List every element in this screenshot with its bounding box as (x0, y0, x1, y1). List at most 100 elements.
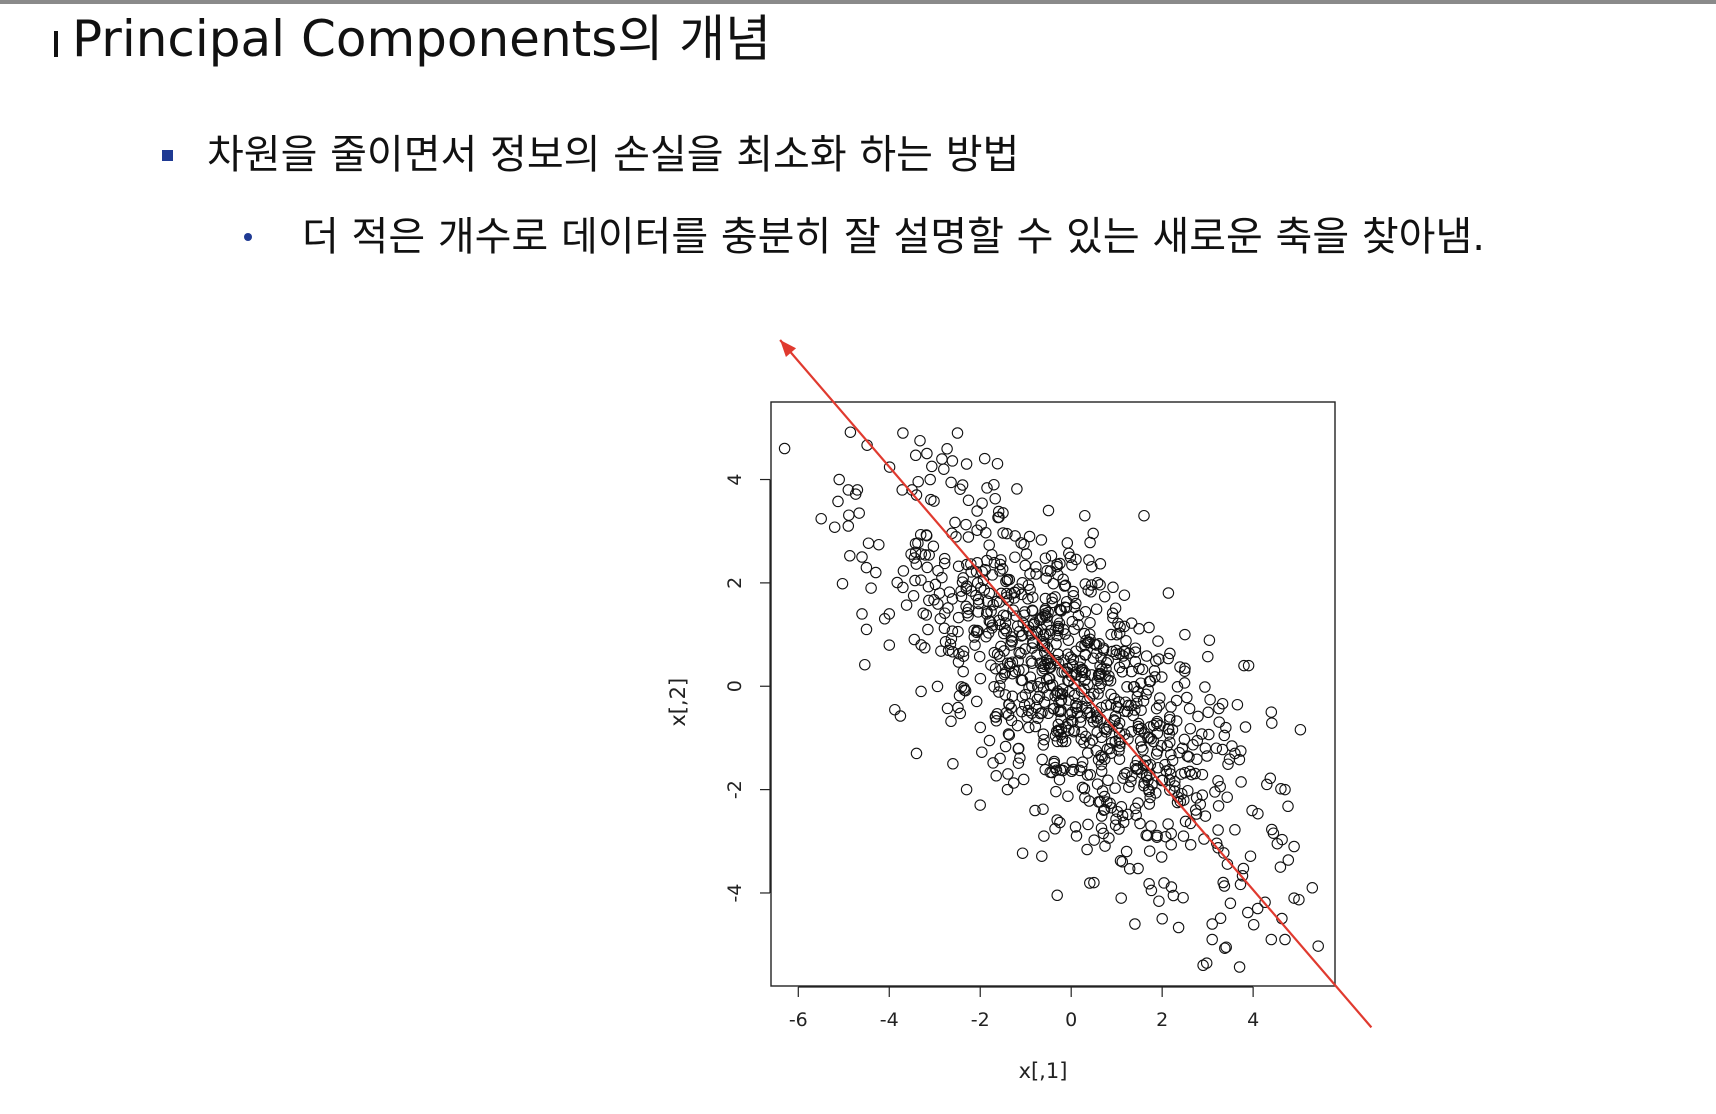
data-point (1113, 823, 1125, 835)
data-point (954, 707, 967, 720)
data-point (1095, 822, 1108, 834)
data-point (1009, 551, 1021, 563)
data-point (1037, 629, 1050, 641)
data-point (1165, 701, 1177, 713)
data-point (1120, 635, 1132, 647)
data-point (1173, 746, 1185, 759)
data-point (1027, 636, 1039, 648)
data-point (1251, 902, 1264, 915)
data-point (981, 595, 994, 607)
data-point (1123, 863, 1136, 875)
data-point (1071, 700, 1083, 713)
data-point (1022, 579, 1035, 591)
data-point (1219, 942, 1231, 954)
data-point (909, 537, 922, 550)
data-point (878, 613, 891, 625)
data-point (1081, 843, 1093, 856)
data-point (1113, 661, 1126, 674)
data-point (1150, 655, 1162, 667)
data-point (999, 740, 1012, 753)
data-point (1036, 635, 1049, 648)
y-tick-label: -4 (724, 883, 746, 902)
data-point (952, 560, 965, 573)
data-point (1052, 620, 1064, 633)
data-point (974, 721, 987, 734)
data-point (1135, 704, 1147, 716)
data-point (1001, 783, 1014, 796)
data-point (833, 473, 845, 486)
data-point (983, 734, 996, 747)
data-point (1279, 933, 1291, 946)
data-point (957, 572, 969, 584)
data-point (973, 650, 986, 663)
data-point (980, 526, 992, 539)
data-point (1090, 744, 1103, 757)
data-point (1109, 819, 1122, 831)
data-point (1213, 716, 1225, 728)
data-point (1000, 610, 1013, 622)
data-point (974, 799, 986, 811)
data-point (941, 702, 954, 715)
data-point (1145, 820, 1157, 832)
data-point (935, 645, 947, 657)
data-point (1115, 801, 1128, 813)
data-point (1000, 575, 1012, 588)
data-point (1212, 775, 1224, 787)
data-point (938, 557, 951, 570)
data-point (1016, 691, 1028, 703)
data-point (990, 770, 1002, 782)
data-point (1203, 634, 1216, 646)
data-point (1259, 896, 1271, 909)
data-point (1178, 733, 1191, 746)
data-point (1015, 537, 1027, 549)
data-point (969, 639, 981, 651)
data-point (1003, 698, 1016, 711)
data-point (1037, 803, 1049, 815)
data-point (1062, 790, 1074, 802)
data-point (1066, 615, 1079, 628)
data-point (1129, 655, 1142, 668)
data-point (989, 662, 1002, 675)
data-point (815, 512, 827, 525)
data-point (1203, 728, 1215, 741)
data-point (995, 672, 1007, 684)
data-point (1096, 785, 1109, 797)
data-point (960, 600, 972, 613)
data-point (1051, 889, 1063, 902)
data-point (920, 529, 933, 541)
data-point (998, 627, 1010, 640)
data-point (1094, 579, 1106, 591)
data-point (924, 473, 936, 486)
data-point (1155, 851, 1168, 863)
data-point (1140, 688, 1152, 701)
data-point (922, 623, 934, 636)
data-point (1002, 728, 1015, 740)
data-point (1066, 559, 1078, 571)
data-point (1031, 693, 1044, 706)
data-point (1110, 700, 1123, 713)
data-point (1038, 696, 1051, 708)
data-point (919, 642, 931, 654)
data-point (1081, 747, 1094, 759)
data-point (1166, 754, 1179, 767)
dot-bullet-icon (244, 233, 252, 241)
data-point (1178, 665, 1191, 677)
data-point (897, 581, 909, 594)
data-point (1156, 671, 1168, 683)
data-point (1084, 616, 1096, 629)
data-point (1271, 837, 1284, 850)
data-point (1294, 723, 1307, 736)
data-point (915, 574, 927, 586)
data-point (844, 550, 856, 562)
data-point (988, 478, 1000, 491)
data-point (1019, 643, 1031, 655)
x-tick-label: -6 (789, 1009, 808, 1031)
data-point (914, 434, 926, 447)
data-point (908, 552, 921, 564)
data-point (1051, 735, 1064, 748)
data-point (832, 495, 844, 508)
data-point (1031, 680, 1044, 693)
data-point (1087, 652, 1100, 664)
data-point (1051, 685, 1064, 697)
